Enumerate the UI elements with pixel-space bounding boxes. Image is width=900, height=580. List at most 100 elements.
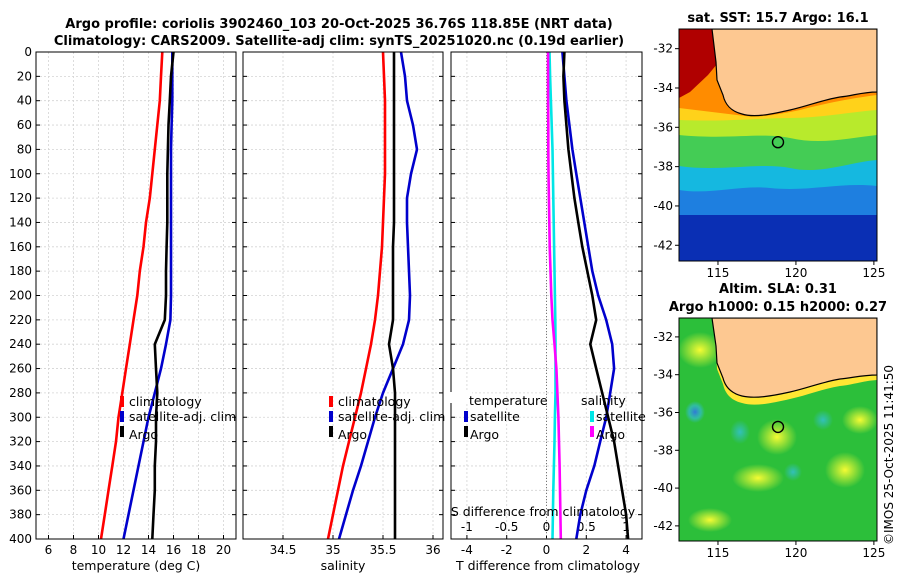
sla-land-australia [711, 318, 877, 398]
map-y-tick-label: -32 [653, 330, 673, 344]
y-tick-label: 320 [9, 435, 32, 449]
map-x-tick-label: 120 [784, 266, 807, 280]
y-tick-label: 60 [17, 118, 32, 132]
map-y-tick-label: -38 [653, 160, 673, 174]
y-tick-label: 120 [9, 191, 32, 205]
sst-deep-blue-band [679, 215, 877, 261]
legend-label-satellite-adj: satellite-adj. clim [338, 409, 445, 424]
y-tick-label: 280 [9, 386, 32, 400]
series-line-s-argo [546, 52, 563, 539]
legend-swatch-climatology [329, 396, 333, 407]
salinity-legend: climatology satellite-adj. clim Argo [329, 394, 445, 442]
x-tick-label: 14 [141, 543, 156, 557]
sst-warm-core [679, 29, 722, 98]
temperature-panel: 0 20 40 60 80 100 120 140 160 180 200 220 240 260 280 3… [9, 45, 237, 557]
x-tick-label: 16 [166, 543, 181, 557]
x-tick-label: -4 [461, 543, 473, 557]
legend-label-climatology: climatology [338, 394, 411, 409]
sla-argo-marker [771, 420, 785, 434]
series-group [546, 52, 630, 539]
sst-argo-marker [771, 135, 785, 149]
x-tick-label: -2 [501, 543, 513, 557]
legend-swatch-t-satellite [464, 411, 468, 422]
legend-label-s-satellite: satellite [596, 409, 646, 424]
map-y-tick-label: -40 [653, 199, 673, 213]
map-y-tick-label: -36 [653, 120, 673, 134]
map-y-tick-label: -32 [653, 42, 673, 56]
sla-blob [825, 452, 865, 488]
y-tick-label: 380 [9, 508, 32, 522]
map-y-tick-label: -42 [653, 238, 673, 252]
legend-mask [448, 392, 472, 403]
map-x-tick-label: 115 [707, 546, 730, 560]
sla-blob [688, 508, 732, 532]
difference-legend: temperature salinity satellite Argo sate… [448, 392, 646, 442]
series-line-t-argo [562, 52, 630, 539]
y-tick-label: 140 [9, 215, 32, 229]
y-tick-label: 100 [9, 167, 32, 181]
y-tick-label: 340 [9, 459, 32, 473]
y-tick-label: 220 [9, 313, 32, 327]
map-y-tick-label: -34 [653, 81, 673, 95]
map-y-tick-label: -36 [653, 405, 673, 419]
series-line-satellite-adj-clim [122, 52, 174, 539]
sla-map-axes: -32 -34 -36 -38 -40 -42 115 120 125 [653, 330, 885, 560]
legend-label-s-argo: Argo [596, 427, 625, 442]
y-tick-label: 400 [9, 532, 32, 546]
y-tick-label: 0 [24, 45, 32, 59]
x-tick-label: 4 [622, 543, 630, 557]
map-x-tick-label: 125 [862, 546, 885, 560]
sla-map-title: Altim. SLA: 0.31 [719, 282, 837, 297]
sla-blob [842, 406, 877, 434]
legend-swatch-s-argo [590, 426, 594, 437]
x-tick-label: 12 [116, 543, 131, 557]
legend-label-argo: Argo [129, 427, 158, 442]
legend-title-temperature: temperature [469, 393, 548, 408]
legend-swatch-argo [120, 426, 124, 437]
map-y-tick-label: -34 [653, 368, 673, 382]
legend-label-t-argo: Argo [470, 427, 499, 442]
top-x-tick-label: 0 [543, 520, 551, 534]
x-tick-label: 18 [191, 543, 206, 557]
sla-low-eddy [685, 401, 705, 423]
top-x-tick-label: -1 [461, 520, 473, 534]
legend-swatch-climatology [120, 396, 124, 407]
y-tick-label: 20 [17, 69, 32, 83]
x-tick-label: 2 [582, 543, 590, 557]
x-tick-label: 35.5 [370, 543, 397, 557]
y-tick-label: 200 [9, 289, 32, 303]
sla-blob [732, 464, 784, 492]
copyright-text: ©IMOS 25-Oct-2025 11:41:50 [882, 365, 896, 545]
series-line-argo [151, 52, 175, 539]
sla-map-subtitle: Argo h1000: 0.15 h2000: 0.27 [669, 300, 887, 315]
map-y-tick-label: -42 [653, 519, 673, 533]
plot-frame [450, 51, 643, 540]
x-tick-label: 6 [45, 543, 53, 557]
series-group [326, 52, 419, 539]
legend-label-argo: Argo [338, 427, 367, 442]
sla-map-frame [678, 317, 878, 542]
y-tick-label: 300 [9, 410, 32, 424]
y-tick-label: 180 [9, 264, 32, 278]
plot-frame [35, 51, 237, 540]
map-x-tick-label: 115 [707, 266, 730, 280]
map-y-tick-label: -38 [653, 443, 673, 457]
series-line-t-satellite [561, 52, 616, 539]
x-tick-label: 8 [70, 543, 78, 557]
series-line-s-satellite [548, 52, 557, 539]
difference-panel: -4 -2 0 2 4-1 -0.5 0 0.5 1 [450, 51, 643, 557]
figure-title-line1: Argo profile: coriolis 3902460_103 20-Oc… [65, 17, 612, 32]
series-line-climatology [99, 52, 164, 539]
sst-land-australia [711, 29, 877, 117]
sla-low-eddy [813, 410, 833, 430]
legend-label-climatology: climatology [129, 394, 202, 409]
series-group [99, 52, 175, 539]
y-tick-label: 160 [9, 240, 32, 254]
map-x-tick-label: 120 [784, 546, 807, 560]
sla-low-eddy [730, 420, 750, 444]
x-tick-label: 34.5 [270, 543, 297, 557]
map-x-tick-label: 125 [862, 266, 885, 280]
y-tick-label: 240 [9, 337, 32, 351]
x-tick-label: 36 [425, 543, 440, 557]
